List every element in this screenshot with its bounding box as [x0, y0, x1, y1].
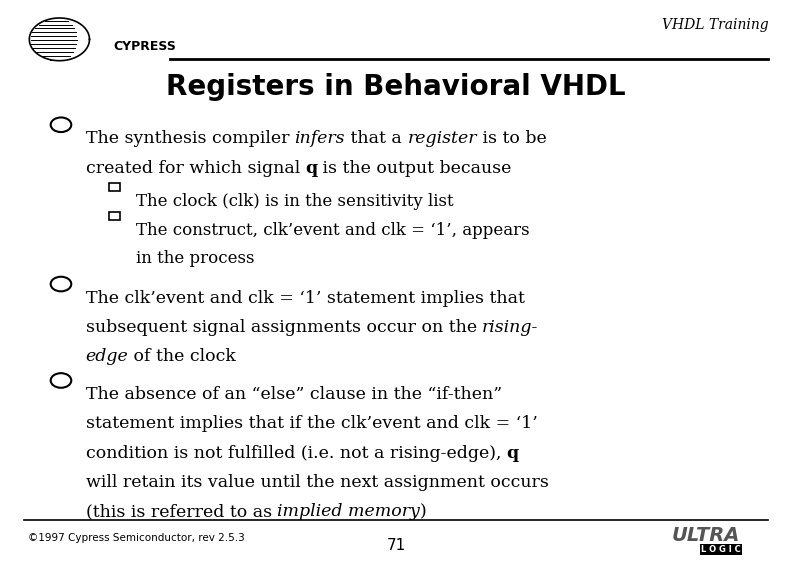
Text: of the clock: of the clock	[128, 348, 236, 365]
Text: statement implies that if the clk’event and clk = ‘1’: statement implies that if the clk’event …	[86, 415, 537, 432]
Text: ULTRA: ULTRA	[672, 525, 741, 545]
Text: The synthesis compiler: The synthesis compiler	[86, 130, 295, 147]
Text: subsequent signal assignments occur on the: subsequent signal assignments occur on t…	[86, 319, 482, 336]
Text: L O G I C: L O G I C	[701, 545, 741, 554]
Text: The absence of an “else” clause in the “if-then”: The absence of an “else” clause in the “…	[86, 386, 501, 403]
Text: is the output because: is the output because	[318, 160, 512, 176]
Text: The clk’event and clk = ‘1’ statement implies that: The clk’event and clk = ‘1’ statement im…	[86, 289, 524, 307]
Text: created for which signal: created for which signal	[86, 160, 305, 176]
Text: ): )	[420, 503, 427, 520]
Text: implied memory: implied memory	[277, 503, 420, 520]
Text: in the process: in the process	[136, 250, 255, 267]
Text: edge: edge	[86, 348, 128, 365]
Text: CYPRESS: CYPRESS	[113, 40, 176, 53]
Bar	[109, 212, 120, 220]
Text: VHDL Training: VHDL Training	[661, 19, 768, 32]
Text: q: q	[507, 445, 519, 461]
Text: The construct, clk’event and clk = ‘1’, appears: The construct, clk’event and clk = ‘1’, …	[136, 223, 530, 239]
Text: condition is not fulfilled (i.e. not a rising-edge),: condition is not fulfilled (i.e. not a r…	[86, 445, 507, 461]
Text: rising-: rising-	[482, 319, 539, 336]
Text: register: register	[407, 130, 477, 147]
Text: ©1997 Cypress Semiconductor, rev 2.5.3: ©1997 Cypress Semiconductor, rev 2.5.3	[28, 533, 245, 543]
Text: infers: infers	[295, 130, 345, 147]
Text: The clock (clk) is in the sensitivity list: The clock (clk) is in the sensitivity li…	[136, 193, 454, 210]
Text: 71: 71	[386, 538, 406, 552]
Text: (this is referred to as: (this is referred to as	[86, 503, 277, 520]
Text: will retain its value until the next assignment occurs: will retain its value until the next ass…	[86, 474, 548, 491]
Text: is to be: is to be	[477, 130, 546, 147]
Text: Registers in Behavioral VHDL: Registers in Behavioral VHDL	[166, 73, 626, 101]
Text: q: q	[305, 160, 318, 176]
Text: that a: that a	[345, 130, 407, 147]
Bar	[109, 183, 120, 191]
